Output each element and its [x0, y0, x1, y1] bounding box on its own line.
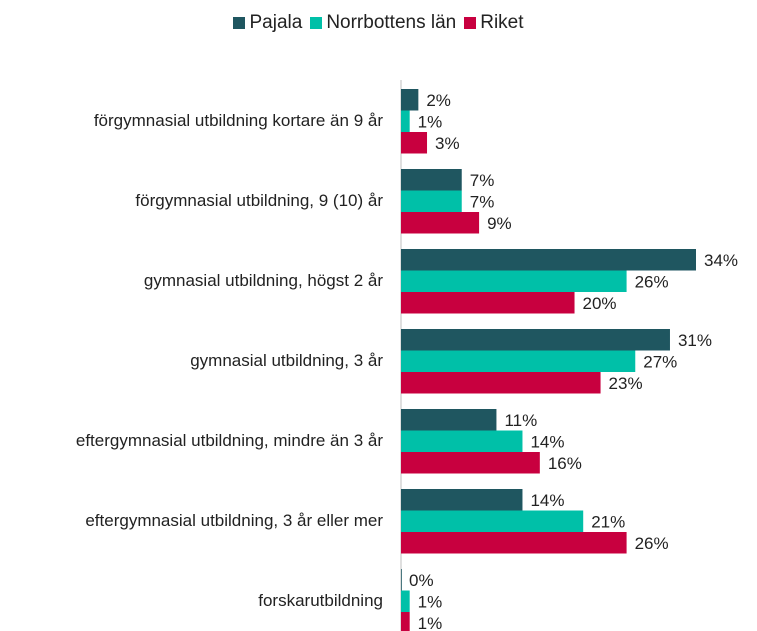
- bar: [401, 569, 402, 591]
- value-label: 0%: [409, 571, 434, 590]
- value-label: 23%: [609, 374, 643, 393]
- category-text: forskarutbildning: [258, 591, 383, 611]
- value-label: 3%: [435, 134, 460, 153]
- category-label: gymnasial utbildning, högst 2 år: [3, 270, 383, 292]
- legend: Pajala Norrbottens län Riket: [0, 12, 757, 34]
- legend-swatch: [310, 17, 323, 29]
- legend-label: Norrbottens län: [326, 12, 457, 33]
- bar: [401, 430, 523, 452]
- category-text: eftergymnasial utbildning, mindre än 3 å…: [75, 431, 383, 451]
- legend-swatch: [233, 17, 246, 29]
- category-text: gymnasial utbildning, 3 år: [190, 351, 383, 371]
- value-label: 1%: [418, 614, 443, 631]
- bar: [401, 212, 480, 234]
- value-label: 20%: [583, 294, 617, 313]
- category-text: förgymnasial utbildning kortare än 9 år: [93, 111, 383, 131]
- category-label: förgymnasial utbildning, 9 (10) år: [3, 190, 383, 212]
- legend-label: Pajala: [249, 12, 303, 33]
- legend-item: Riket: [464, 12, 524, 34]
- value-label: 1%: [418, 113, 443, 132]
- value-label: 34%: [704, 251, 738, 270]
- bar: [401, 612, 410, 631]
- value-label: 2%: [426, 91, 451, 110]
- bar: [401, 409, 497, 431]
- bar: [401, 452, 540, 474]
- category-label: eftergymnasial utbildning, mindre än 3 å…: [3, 430, 383, 452]
- legend-item: Norrbottens län: [310, 12, 456, 34]
- value-label: 1%: [418, 593, 443, 612]
- bar: [401, 292, 575, 314]
- bar: [401, 89, 419, 111]
- bar: [401, 270, 627, 292]
- legend-swatch: [464, 17, 477, 29]
- bar: [401, 132, 428, 154]
- bar: [401, 249, 696, 271]
- value-label: 16%: [548, 454, 582, 473]
- value-label: 14%: [530, 433, 564, 452]
- value-label: 31%: [678, 331, 712, 350]
- bar: [401, 489, 523, 511]
- category-text: förgymnasial utbildning, 9 (10) år: [135, 191, 383, 211]
- bar: [401, 190, 462, 212]
- value-label: 26%: [635, 273, 669, 292]
- bar: [401, 350, 636, 372]
- value-label: 7%: [470, 171, 495, 190]
- category-label: gymnasial utbildning, 3 år: [3, 350, 383, 372]
- bar: [401, 329, 670, 351]
- bar: [401, 372, 601, 394]
- bar: [401, 169, 462, 191]
- value-label: 26%: [635, 534, 669, 553]
- category-text: eftergymnasial utbildning, 3 år eller me…: [85, 511, 383, 531]
- category-label: eftergymnasial utbildning, 3 år eller me…: [3, 510, 383, 532]
- legend-label: Riket: [480, 12, 524, 33]
- value-label: 14%: [530, 491, 564, 510]
- value-label: 11%: [504, 411, 537, 430]
- value-label: 7%: [470, 193, 495, 212]
- value-label: 27%: [643, 353, 677, 372]
- value-label: 9%: [487, 214, 512, 233]
- category-label: forskarutbildning: [3, 590, 383, 612]
- bar: [401, 532, 627, 554]
- category-label: förgymnasial utbildning kortare än 9 år: [3, 110, 383, 132]
- bar: [401, 110, 410, 132]
- value-label: 21%: [591, 513, 625, 532]
- legend-item: Pajala: [233, 12, 302, 34]
- category-text: gymnasial utbildning, högst 2 år: [143, 271, 383, 291]
- bar: [401, 510, 584, 532]
- bar: [401, 590, 410, 612]
